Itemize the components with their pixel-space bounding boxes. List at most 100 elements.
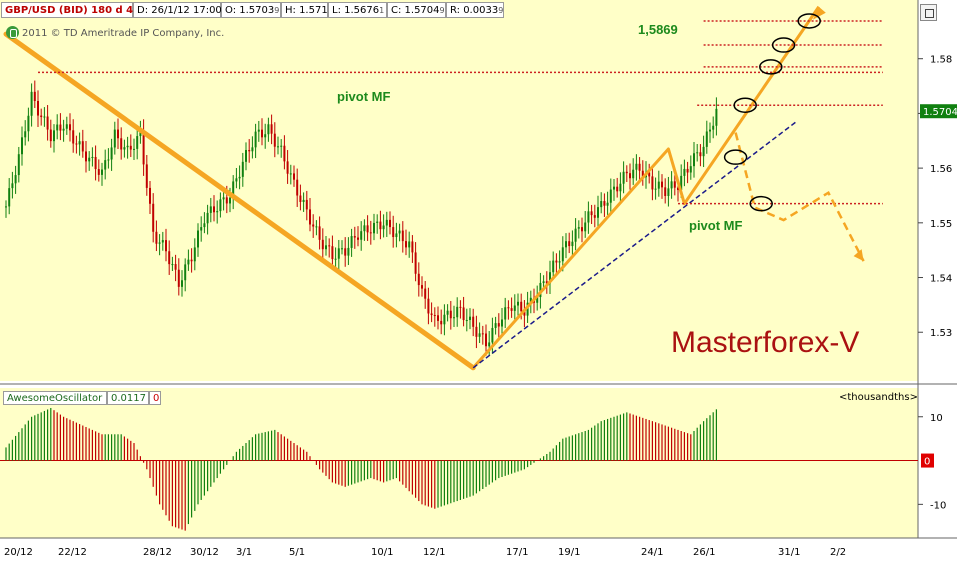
candle-body (331, 246, 334, 260)
candle-body (56, 124, 59, 131)
candle-body (184, 264, 187, 281)
candle-body (667, 188, 670, 196)
candle-body (520, 301, 523, 312)
candle-body (238, 176, 241, 179)
candle-body (129, 145, 132, 150)
candle-body (680, 175, 683, 191)
candle-body (654, 188, 657, 190)
candle-body (491, 327, 494, 343)
oscillator-series (0, 408, 918, 531)
candle-body (168, 251, 171, 265)
candle-body (702, 146, 705, 157)
candle-body (357, 237, 359, 240)
candle-body (507, 307, 510, 309)
candle-body (142, 130, 145, 165)
candle-body (382, 225, 385, 230)
candle-body (305, 199, 308, 210)
low-readout: L: 1.56761 (328, 2, 387, 18)
candle-body (424, 288, 427, 299)
candle-body (174, 264, 177, 270)
candle-body (225, 197, 228, 204)
symbol-label: GBP/USD (BID) 180 d 4h (1, 2, 140, 18)
current-price-badge (920, 104, 957, 119)
x-tick-label: 12/1 (423, 547, 445, 558)
candle-body (395, 233, 398, 238)
candle-body (616, 186, 619, 192)
candle-body (97, 169, 100, 175)
candle-body (456, 306, 459, 318)
candle-body (344, 248, 347, 256)
price-tick-label: 1.58 (930, 55, 952, 66)
candle-body (126, 145, 129, 148)
candle-body (536, 297, 539, 303)
candle-body (539, 282, 542, 298)
candle-body (581, 227, 583, 232)
candle-body (497, 323, 500, 327)
candle-body (465, 320, 468, 322)
candle-body (699, 152, 702, 157)
candle-body (293, 173, 295, 180)
close-value: C: 1.5704 (391, 5, 440, 16)
candle-body (120, 138, 123, 150)
candle-body (558, 261, 561, 263)
candle-body (69, 124, 71, 131)
candle-body (72, 130, 75, 144)
candle-body (597, 207, 599, 218)
candle-body (417, 273, 420, 286)
candle-body (526, 302, 529, 316)
candle-body (158, 242, 161, 244)
candle-body (8, 188, 11, 207)
candle-body (686, 168, 689, 173)
oscillator-zero-label: 0 (924, 457, 930, 468)
oscillator-value-secondary: 0 (149, 391, 161, 405)
candle-body (545, 281, 548, 284)
candle-body (328, 245, 331, 247)
candle-body (629, 173, 631, 179)
candle-body (325, 245, 327, 250)
candle-body (91, 156, 94, 158)
candle-body (613, 186, 615, 190)
touch-point-circle (733, 97, 757, 113)
candle-body (117, 129, 119, 139)
candle-body (113, 129, 116, 148)
candle-body (229, 197, 231, 204)
candle-body (683, 168, 686, 176)
candle-body (289, 173, 292, 175)
candle-body (193, 247, 196, 262)
candle-body (149, 187, 151, 204)
candle-body (245, 150, 247, 162)
candle-body (635, 163, 638, 170)
trend-overlays (3, 5, 883, 371)
candle-body (136, 136, 139, 149)
candle-body (209, 206, 212, 213)
candle-body (693, 153, 695, 167)
oscillator-tick-label: -10 (930, 500, 946, 511)
candle-body (353, 236, 356, 238)
candle-body (110, 147, 113, 160)
oscillator-axis-ticks: 10 -10 0 (918, 413, 946, 511)
oscillator-name: AwesomeOscillator (3, 391, 107, 405)
price-tick-label: 1.56 (930, 164, 952, 175)
candle-body (264, 134, 267, 138)
candle-body (625, 171, 628, 174)
candle-body (187, 259, 190, 265)
high-readout: H: 1.571 (281, 2, 328, 18)
candle-body (677, 187, 679, 191)
chart-options-icon[interactable] (920, 4, 937, 21)
candle-body (33, 91, 36, 101)
price-axis-panel (918, 0, 957, 381)
candle-body (161, 240, 164, 243)
candle-body (261, 129, 263, 138)
candle-body (94, 156, 97, 170)
candle-body (437, 315, 439, 321)
candle-body (440, 320, 443, 325)
candle-body (78, 141, 81, 145)
candle-body (392, 227, 395, 238)
candle-body (341, 248, 343, 250)
candle-body (104, 160, 107, 170)
candle-body (37, 100, 39, 116)
candle-body (504, 307, 507, 320)
candle-body (222, 197, 225, 200)
candle-body (213, 206, 215, 213)
